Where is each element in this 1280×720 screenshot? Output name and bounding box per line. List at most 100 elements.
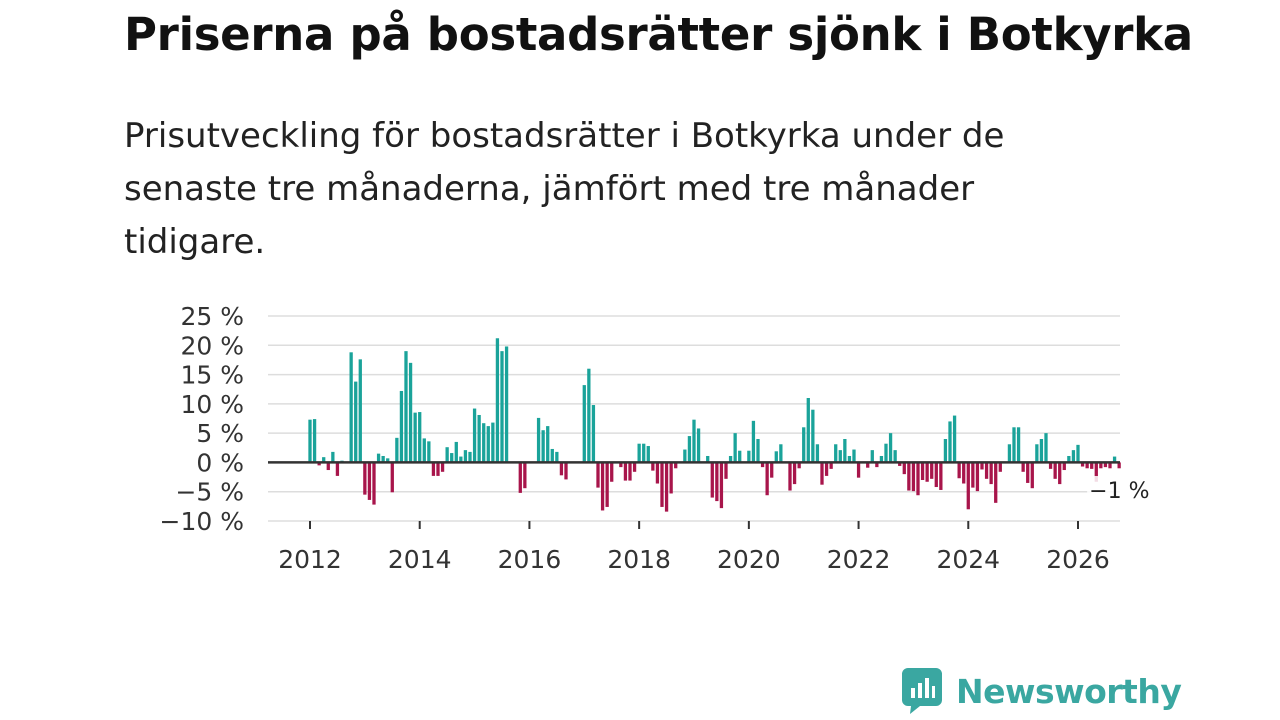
bar: [536, 417, 541, 463]
bar: [907, 462, 911, 491]
bar: [1085, 462, 1089, 469]
bar: [706, 455, 710, 463]
bar: [637, 443, 641, 463]
bar: [856, 462, 861, 478]
bar: [1112, 456, 1117, 463]
bar: [824, 462, 829, 476]
x-tick-label: 2018: [607, 545, 671, 574]
bar: [930, 462, 934, 479]
bar: [1039, 439, 1044, 463]
bar: [1026, 462, 1030, 483]
bar: [660, 462, 664, 507]
newsworthy-logo: Newsworthy: [902, 668, 1182, 714]
bar: [792, 462, 797, 485]
bar: [1090, 462, 1094, 469]
bar: [322, 457, 326, 463]
y-tick-label: 15 %: [180, 361, 244, 390]
bar: [1062, 462, 1066, 471]
bar: [902, 462, 906, 475]
bar: [450, 453, 454, 463]
bar: [1117, 462, 1121, 469]
bar: [386, 458, 390, 463]
bar: [646, 446, 650, 463]
bar: [920, 462, 925, 480]
bar: [948, 421, 952, 463]
bar: [418, 412, 422, 463]
bar: [934, 462, 938, 488]
bar: [500, 351, 504, 463]
bar: [811, 409, 815, 463]
bar: [427, 441, 431, 463]
bar: [692, 419, 696, 463]
bar: [610, 462, 614, 482]
bar: [802, 427, 806, 463]
bar: [523, 462, 527, 489]
bar: [774, 451, 778, 463]
bar: [847, 455, 852, 463]
bar: [390, 462, 394, 493]
bar: [1080, 462, 1085, 467]
annotation-background: [1087, 476, 1154, 504]
y-tick-label: 0 %: [196, 448, 244, 477]
bar: [436, 462, 440, 476]
bar: [879, 455, 884, 463]
bar: [751, 420, 756, 463]
bar: [998, 462, 1002, 472]
bar: [715, 462, 719, 502]
bar: [404, 351, 408, 463]
bar: [884, 443, 888, 463]
bar: [463, 450, 468, 463]
bar: [395, 437, 399, 463]
bar: [728, 455, 733, 463]
bar: [664, 462, 669, 512]
bar: [911, 462, 916, 492]
bar: [957, 462, 961, 479]
bar: [376, 453, 381, 463]
bar: [866, 462, 870, 468]
bar: [482, 423, 486, 463]
bar: [943, 439, 948, 463]
y-tick-label: 20 %: [180, 331, 244, 360]
bar: [518, 462, 522, 493]
gridlines: [268, 315, 1120, 522]
x-tick-label: 2024: [936, 545, 1000, 574]
bar: [1012, 427, 1016, 463]
bar: [788, 462, 792, 491]
bar: [541, 430, 545, 463]
bar: [363, 462, 367, 495]
bar: [710, 462, 714, 498]
bar: [674, 462, 678, 469]
bar: [312, 419, 317, 463]
bar: [733, 433, 737, 463]
bar: [747, 450, 751, 463]
bar: [820, 462, 824, 485]
bar: [966, 462, 970, 510]
bar: [358, 359, 362, 463]
bar: [834, 444, 838, 463]
bar: [468, 451, 472, 463]
bar: [546, 426, 550, 463]
bar: [738, 450, 742, 463]
bar: [765, 462, 769, 496]
bar: [980, 462, 984, 470]
x-tick-label: 2014: [388, 545, 452, 574]
bar: [381, 455, 385, 463]
bar: [1067, 455, 1071, 463]
bar: [651, 462, 655, 471]
bar: [491, 422, 495, 463]
bar: [1044, 433, 1048, 463]
bar: [591, 405, 596, 463]
bar: [925, 462, 929, 482]
bar: [1103, 462, 1108, 468]
bar: [852, 449, 856, 463]
bar: [1007, 444, 1012, 463]
bar: [587, 368, 591, 463]
y-tick-label: 5 %: [196, 419, 244, 448]
bar: [1071, 450, 1076, 463]
chart-title: Priserna på bostadsrätter sjönk i Botkyr…: [124, 8, 1193, 61]
bar: [797, 462, 801, 469]
y-tick-label: 25 %: [180, 302, 244, 331]
bar: [806, 398, 810, 463]
x-tick-label: 2016: [498, 545, 562, 574]
bar: [1099, 462, 1103, 469]
